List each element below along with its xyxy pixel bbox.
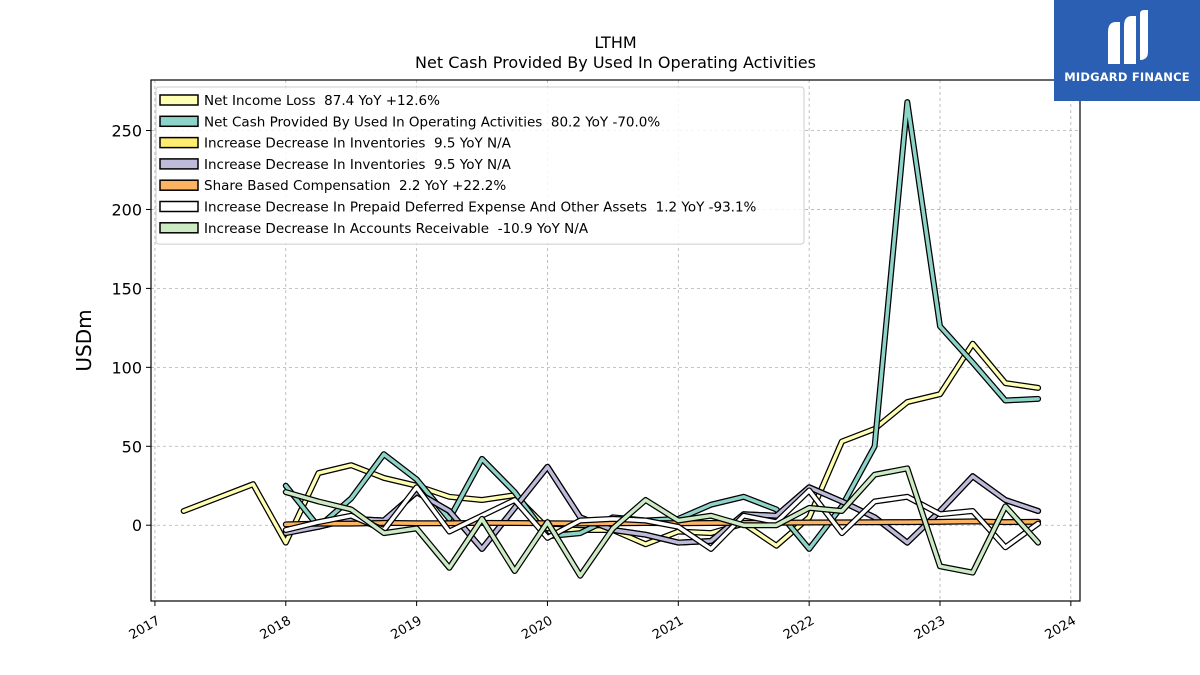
x-tick-label: 2017 — [127, 613, 163, 643]
chart-subtitle: Net Cash Provided By Used In Operating A… — [415, 53, 816, 72]
x-tick-label: 2022 — [781, 613, 817, 643]
legend-swatch-2 — [159, 136, 199, 149]
legend-swatch-5 — [159, 200, 199, 213]
series-lines — [180, 99, 1042, 579]
x-tick-label: 2023 — [912, 613, 948, 643]
legend-label-6: Increase Decrease In Accounts Receivable… — [204, 221, 589, 237]
legend-label-5: Increase Decrease In Prepaid Deferred Ex… — [204, 200, 757, 216]
x-tick-label: 2019 — [388, 613, 424, 643]
series-line-0 — [181, 341, 1040, 548]
y-tick-label: 100 — [111, 358, 142, 377]
x-tick-label: 2020 — [519, 613, 555, 643]
y-axis-label: USDm — [72, 309, 96, 371]
legend-box — [155, 86, 805, 245]
legend-swatch-0 — [159, 94, 199, 106]
legend-label-0: Net Income Loss 87.4 YoY +12.6% — [204, 93, 440, 109]
x-tick-label: 2021 — [650, 613, 686, 643]
legend-label-3: Increase Decrease In Inventories 9.5 YoY… — [204, 157, 512, 173]
series-line-6 — [284, 466, 1040, 578]
legend-swatch-6 — [159, 222, 199, 234]
y-tick-label: 0 — [132, 516, 142, 535]
series-line-5 — [284, 485, 1040, 551]
legend-swatch-3 — [159, 158, 199, 170]
legend-label-2: Increase Decrease In Inventories 9.5 YoY… — [204, 136, 512, 152]
x-tick-label: 2018 — [258, 613, 294, 643]
series-line-1 — [284, 100, 1040, 551]
logo-mark-icon — [1108, 10, 1148, 64]
y-tick-label: 50 — [122, 437, 142, 456]
legend: Net Income Loss 87.4 YoY +12.6% Net Cash … — [155, 86, 805, 245]
legend-swatch-1 — [159, 115, 199, 128]
plot-frame — [150, 79, 1081, 602]
brand-logo: MIDGARD FINANCE — [1054, 0, 1200, 101]
x-tick-label: 2024 — [1043, 613, 1079, 643]
y-tick-label: 250 — [111, 122, 142, 141]
logo-text: MIDGARD FINANCE — [1064, 70, 1190, 84]
legend-label-4: Share Based Compensation 2.2 YoY +22.2% — [204, 178, 506, 194]
y-tick-label: 200 — [111, 200, 142, 219]
chart-title: LTHM — [594, 33, 636, 52]
y-tick-label: 150 — [111, 279, 142, 298]
legend-swatch-4 — [159, 179, 199, 191]
legend-label-1: Net Cash Provided By Used In Operating A… — [204, 114, 660, 130]
